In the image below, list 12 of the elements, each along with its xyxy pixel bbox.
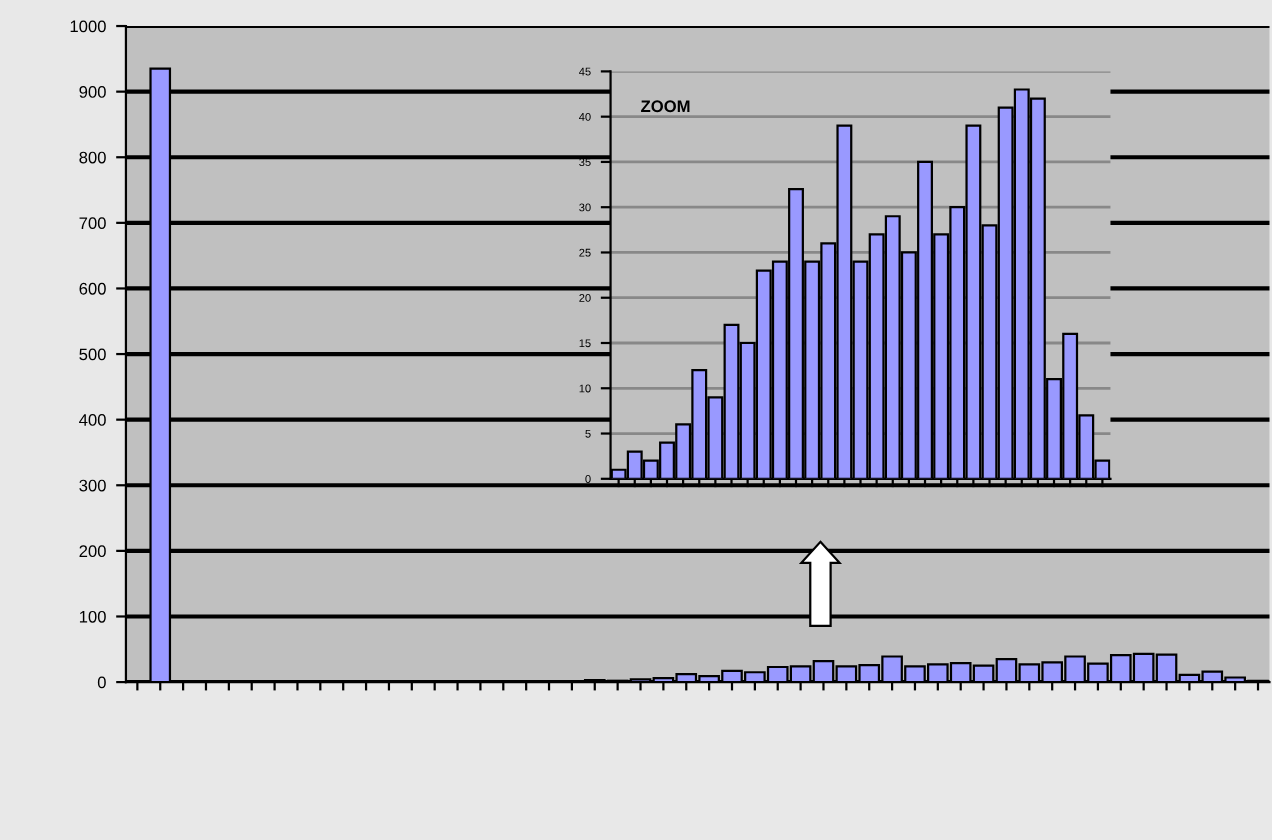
y-tick-label: 200 — [79, 545, 106, 558]
text: ZOOM — [641, 100, 690, 113]
y-tick-label: 300 — [79, 479, 106, 492]
y-tick-label: 800 — [79, 151, 106, 164]
y-tick-label: 0 — [97, 676, 106, 689]
y-tick-label: 600 — [79, 282, 106, 295]
y-tick-label: 1000 — [70, 20, 106, 33]
y-tick-label: 700 — [79, 217, 106, 230]
y-tick-label: 400 — [79, 414, 106, 426]
y-tick-label: 100 — [79, 610, 106, 623]
y-tick-label: 900 — [79, 86, 106, 98]
y-tick-label: 500 — [79, 348, 106, 361]
